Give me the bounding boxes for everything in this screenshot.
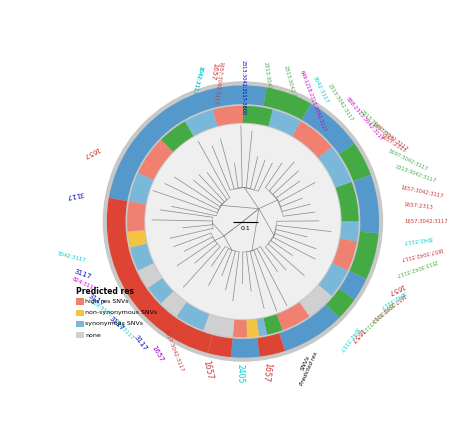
Text: 239:3117: 239:3117 [89,299,114,319]
Text: 3042:3117: 3042:3117 [56,251,87,263]
Wedge shape [129,173,154,204]
Text: 3117: 3117 [108,316,125,332]
Text: none: none [85,333,101,338]
Text: 649:1218:2313:3042:3117: 649:1218:2313:3042:3117 [299,70,327,133]
Text: 1657: 1657 [349,326,365,343]
Wedge shape [231,338,260,358]
Text: 2313:3042:3117: 2313:3042:3117 [394,164,437,183]
Wedge shape [213,106,243,126]
Text: 1657:3042:3117: 1657:3042:3117 [401,186,444,199]
Text: SNVs: SNVs [301,354,311,371]
Text: 3042:3117: 3042:3117 [379,289,407,309]
Wedge shape [203,314,234,337]
Text: 1657:3042:3117: 1657:3042:3117 [405,219,448,224]
Text: high res SNVs: high res SNVs [85,299,128,304]
Bar [76,321,83,327]
Wedge shape [257,333,285,357]
Text: 1697:3042:3117: 1697:3042:3117 [387,149,428,172]
Wedge shape [161,121,193,152]
Wedge shape [319,263,348,296]
Wedge shape [279,305,339,351]
Wedge shape [130,244,154,271]
Text: Predicted res: Predicted res [76,287,134,297]
Wedge shape [208,335,233,357]
Text: 1657: 1657 [82,145,100,159]
Text: 2313:3042:3117: 2313:3042:3117 [395,258,438,277]
Bar [76,310,83,316]
Text: non-synonymous SNVs: non-synonymous SNVs [85,310,157,315]
Wedge shape [256,318,267,336]
Wedge shape [339,271,366,300]
Text: 1657: 1657 [201,360,214,381]
Wedge shape [340,221,359,242]
Text: 3042:3117: 3042:3117 [338,325,360,352]
Wedge shape [339,143,371,181]
Text: 239:3117: 239:3117 [113,319,135,342]
Wedge shape [332,239,357,271]
Circle shape [146,125,340,319]
Text: 1657: 1657 [151,344,164,363]
Text: 3042:3117: 3042:3117 [191,65,203,95]
Wedge shape [277,302,310,330]
Text: 3042:3117: 3042:3117 [191,65,203,95]
Wedge shape [233,320,247,337]
Text: 3117: 3117 [73,268,92,280]
Wedge shape [138,263,162,288]
Text: 3117: 3117 [65,191,84,199]
Bar [76,332,83,338]
Text: 2313:3042:3117: 2313:3042:3117 [327,83,354,122]
Wedge shape [292,121,332,158]
Wedge shape [353,175,379,233]
Text: Predicted res: Predicted res [299,352,319,387]
Text: 1657:2313: 1657:2313 [403,202,434,210]
Wedge shape [326,289,355,318]
Wedge shape [264,314,283,335]
Text: 3042:3117: 3042:3117 [403,235,433,244]
Wedge shape [319,147,352,188]
Text: 1657:3042:3117: 1657:3042:3117 [212,61,223,105]
Wedge shape [107,198,212,353]
Wedge shape [246,319,259,337]
Text: 1657:3042:3117: 1657:3042:3117 [369,292,406,323]
Text: 2313:3042:3117: 2313:3042:3117 [283,65,299,108]
Text: 2313:3042:3117: 2313:3042:3117 [359,110,395,143]
Text: 1657:3042:3117: 1657:3042:3117 [163,328,185,372]
Text: synonymous SNVs: synonymous SNVs [85,321,143,327]
Text: 2405: 2405 [235,364,245,383]
Wedge shape [264,88,311,120]
Wedge shape [336,182,359,221]
Wedge shape [127,202,146,232]
Text: 2313:3042:3117: 2313:3042:3117 [263,61,274,105]
Text: 2313:3042:3117-3800: 2313:3042:3117-3800 [240,60,246,115]
Wedge shape [138,140,173,180]
Text: 1657: 1657 [387,282,406,295]
Wedge shape [185,110,218,136]
Wedge shape [300,285,332,316]
Bar [76,298,83,305]
Text: 3042:3117: 3042:3117 [311,75,329,104]
Text: 1657:3042:3117: 1657:3042:3117 [400,246,444,260]
Text: 3117: 3117 [132,335,148,352]
Text: 1657: 1657 [261,362,273,382]
Text: 1657: 1657 [209,62,218,80]
Text: 838:2313:3042:3117: 838:2313:3042:3117 [345,96,384,141]
Wedge shape [268,110,301,136]
Text: 824:3117: 824:3117 [72,276,98,292]
Wedge shape [109,85,266,201]
Wedge shape [103,82,383,361]
Wedge shape [243,106,273,126]
Text: 3117: 3117 [87,293,106,307]
Text: 2313:3042:3117: 2313:3042:3117 [359,300,395,334]
Text: 0.1: 0.1 [241,225,250,231]
Wedge shape [301,103,355,154]
Wedge shape [148,278,173,303]
Text: 1657:2313: 1657:2313 [379,134,407,154]
Wedge shape [161,291,186,316]
Wedge shape [128,230,147,248]
Wedge shape [176,302,209,330]
Text: 1657:3042:3117: 1657:3042:3117 [371,122,409,152]
Wedge shape [349,232,379,279]
